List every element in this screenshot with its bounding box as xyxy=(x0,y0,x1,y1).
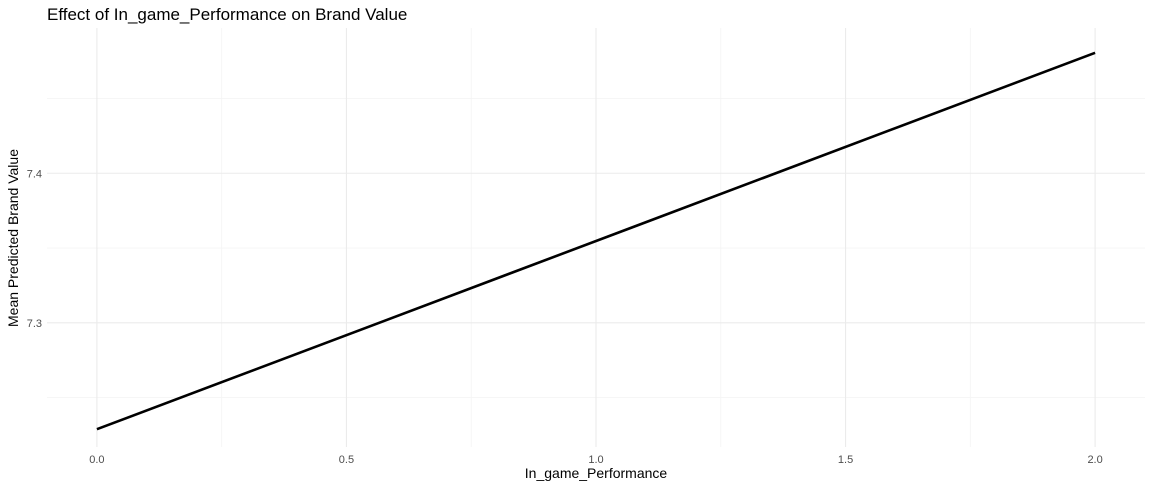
y-tick-label: 7.4 xyxy=(27,168,42,180)
series-layer xyxy=(96,51,1096,431)
x-tick-label: 0.0 xyxy=(89,454,104,466)
x-tick-label: 0.5 xyxy=(339,454,354,466)
chart-title: Effect of In_game_Performance on Brand V… xyxy=(47,5,407,24)
y-tick-label: 7.3 xyxy=(27,318,42,330)
x-tick-label: 1.5 xyxy=(838,454,853,466)
x-axis-title: In_game_Performance xyxy=(525,465,668,481)
x-tick-label: 1.0 xyxy=(588,454,603,466)
x-axis-ticks: 0.0 0.5 1.0 1.5 2.0 xyxy=(89,454,1102,466)
y-axis-title: Mean Predicted Brand Value xyxy=(5,149,21,327)
x-tick-label: 2.0 xyxy=(1087,454,1102,466)
y-axis-ticks: 7.3 7.4 xyxy=(27,168,42,330)
major-gridlines xyxy=(47,28,1145,447)
series-line xyxy=(96,51,1096,431)
